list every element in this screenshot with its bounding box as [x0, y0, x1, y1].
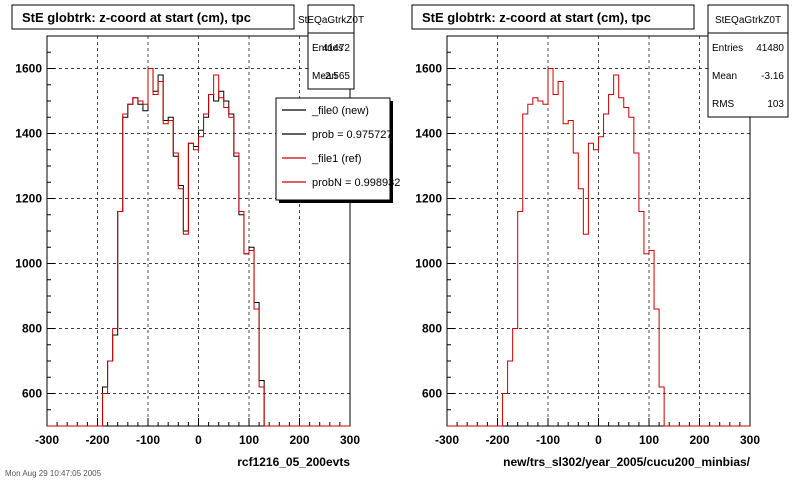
stats-value: 41480 — [756, 43, 784, 54]
x-tick-label: 100 — [639, 433, 659, 447]
legend-label: probN = 0.998932 — [312, 177, 400, 189]
y-tick-label: 1600 — [15, 62, 42, 76]
y-tick-label: 600 — [422, 387, 442, 401]
y-tick-label: 800 — [422, 322, 442, 336]
chart-title: StE globtrk: z-coord at start (cm), tpc — [22, 10, 251, 25]
stats-label: Entries — [712, 43, 743, 54]
y-tick-label: 1000 — [15, 257, 42, 271]
legend-box — [275, 97, 391, 201]
stats-box — [707, 4, 789, 118]
x-tick-label: 200 — [289, 433, 309, 447]
x-axis-label: rcf1216_05_200evts — [237, 455, 350, 469]
y-tick-label: 800 — [22, 322, 42, 336]
y-tick-label: 600 — [22, 387, 42, 401]
stats-value: -3.16 — [761, 71, 784, 82]
x-tick-label: -300 — [35, 433, 59, 447]
x-tick-label: 300 — [740, 433, 760, 447]
stats-value: -2.565 — [322, 71, 351, 82]
stats-label: Mean — [312, 71, 337, 82]
x-tick-label: 100 — [239, 433, 259, 447]
x-tick-label: -200 — [485, 433, 509, 447]
legend-label: _file0 (new) — [311, 105, 369, 117]
x-tick-label: 0 — [195, 433, 202, 447]
legend-label: _file1 (ref) — [311, 153, 362, 165]
x-tick-label: -100 — [136, 433, 160, 447]
x-tick-label: -300 — [435, 433, 459, 447]
y-tick-label: 1200 — [15, 192, 42, 206]
stats-label: RMS — [712, 99, 735, 110]
title-box — [411, 4, 695, 30]
stats-name: StEQaGtrkZ0T — [298, 15, 364, 26]
x-tick-label: 0 — [595, 433, 602, 447]
footer-timestamp: Mon Aug 29 10:47:05 2005 — [5, 469, 102, 478]
x-tick-label: 300 — [340, 433, 360, 447]
chart-title: StE globtrk: z-coord at start (cm), tpc — [422, 10, 651, 25]
x-tick-label: 200 — [689, 433, 709, 447]
stats-box — [307, 4, 355, 90]
x-axis-label: new/trs_sl302/year_2005/cucu200_minbias/ — [503, 455, 750, 469]
y-tick-label: 1400 — [15, 127, 42, 141]
histogram-series-0 — [447, 68, 750, 427]
y-tick-label: 1000 — [415, 257, 442, 271]
stats-value: 41472 — [322, 43, 350, 54]
stats-label: Mean — [712, 71, 737, 82]
title-box — [11, 4, 295, 30]
legend-label: prob = 0.975727 — [312, 129, 392, 141]
stats-label: Entries — [312, 43, 343, 54]
y-tick-label: 1400 — [415, 127, 442, 141]
stats-name: StEQaGtrkZ0T — [715, 15, 781, 26]
stats-value: 103 — [767, 99, 784, 110]
y-tick-label: 1600 — [415, 62, 442, 76]
histogram-series-1 — [47, 68, 350, 427]
y-tick-label: 1200 — [415, 192, 442, 206]
x-tick-label: -100 — [536, 433, 560, 447]
x-tick-label: -200 — [85, 433, 109, 447]
